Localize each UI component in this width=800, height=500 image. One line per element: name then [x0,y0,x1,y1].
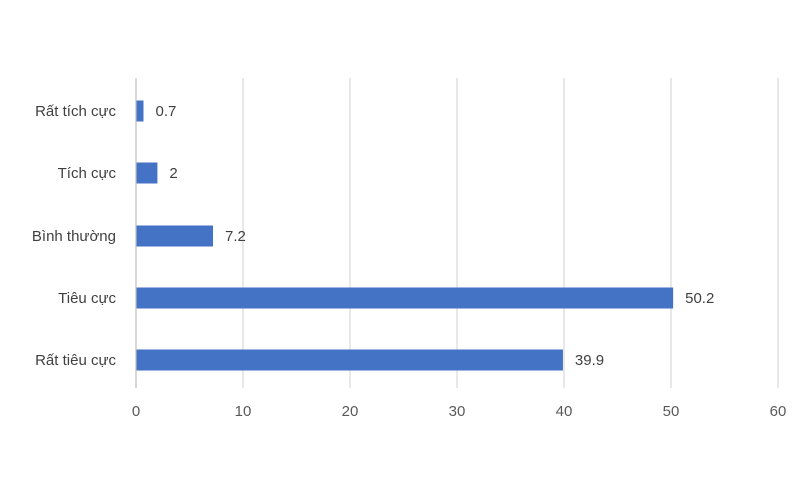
bar [136,349,563,371]
x-tick-label: 60 [770,403,787,420]
data-label: 2 [169,165,177,182]
x-tick-label: 30 [449,403,466,420]
x-tick-label: 20 [342,403,359,420]
data-label: 0.7 [155,103,176,120]
data-label: 50.2 [685,290,714,307]
category-label: Rất tiêu cực [35,352,116,369]
x-tick-label: 50 [663,403,680,420]
x-tick-label: 0 [132,403,140,420]
bar [136,287,674,309]
gridlines [242,78,779,388]
labels: 0 10 20 30 40 50 60 Rất tích cực 0.7 Tích cực 2 Bìn… [32,103,786,420]
category-label: Tiêu cực [58,290,116,307]
category-label: Tích cực [58,165,117,182]
data-label: 39.9 [575,352,604,369]
data-label: 7.2 [225,228,246,245]
bar [136,100,144,122]
x-tick-label: 40 [556,403,573,420]
x-tick-label: 10 [235,403,252,420]
bar [136,162,158,184]
category-label: Bình thường [32,228,116,245]
category-label: Rất tích cực [35,103,116,120]
bar [136,225,214,247]
bars [136,100,674,371]
